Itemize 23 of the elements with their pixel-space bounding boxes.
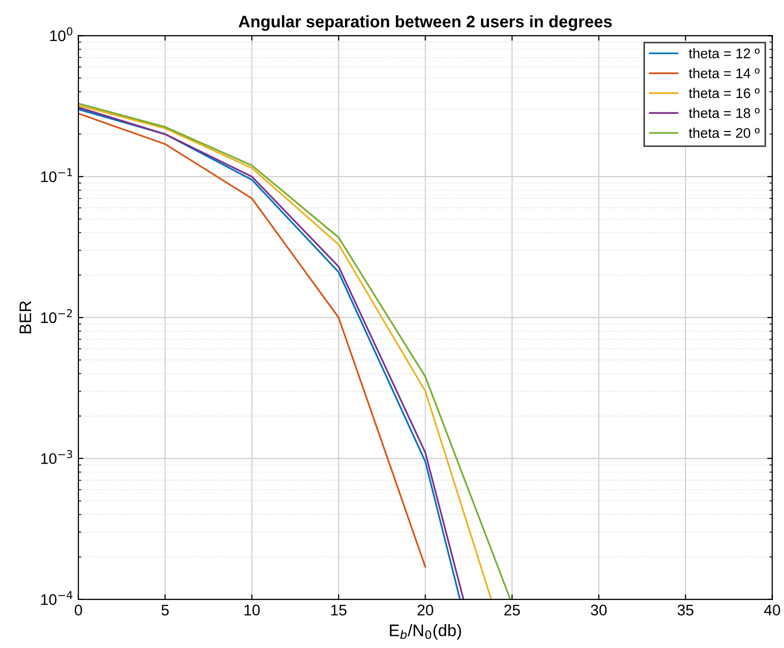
y-tick-label: 10$^{−4}$ (41, 591, 72, 605)
line-series (78, 112, 426, 568)
x-tick-label: 5 (161, 604, 169, 616)
x-tick-label: 0 (74, 604, 82, 616)
x-tick-label: 40 (764, 604, 780, 616)
x-tick-label: 25 (504, 604, 520, 616)
x-tick-label: 35 (678, 604, 694, 616)
y-tick-label: 10$^{−1}$ (41, 168, 72, 182)
x-tick-label: 20 (418, 604, 434, 616)
x-tick-label: 15 (331, 604, 346, 616)
legend-label: theta = 12 º (688, 48, 760, 58)
x-tick-label: 30 (590, 604, 607, 616)
chart-title: Angular separation between 2 users in degrees (238, 15, 612, 31)
x-axis-title: E$_{b}$/N$_{0}$(db) (390, 624, 462, 640)
legend-label: theta = 14 º (688, 68, 760, 78)
legend-label: theta = 16 º (688, 88, 760, 98)
y-tick-label: 10$^{−2}$ (41, 309, 72, 324)
y-axis-title: BER (20, 301, 32, 334)
y-tick-label: 10$^{0}$ (50, 27, 72, 42)
legend-label: theta = 20 º (688, 128, 760, 138)
legend-label: theta = 18 º (688, 108, 760, 118)
y-tick-label: 10$^{−3}$ (41, 450, 72, 464)
x-tick-label: 10 (244, 604, 260, 616)
